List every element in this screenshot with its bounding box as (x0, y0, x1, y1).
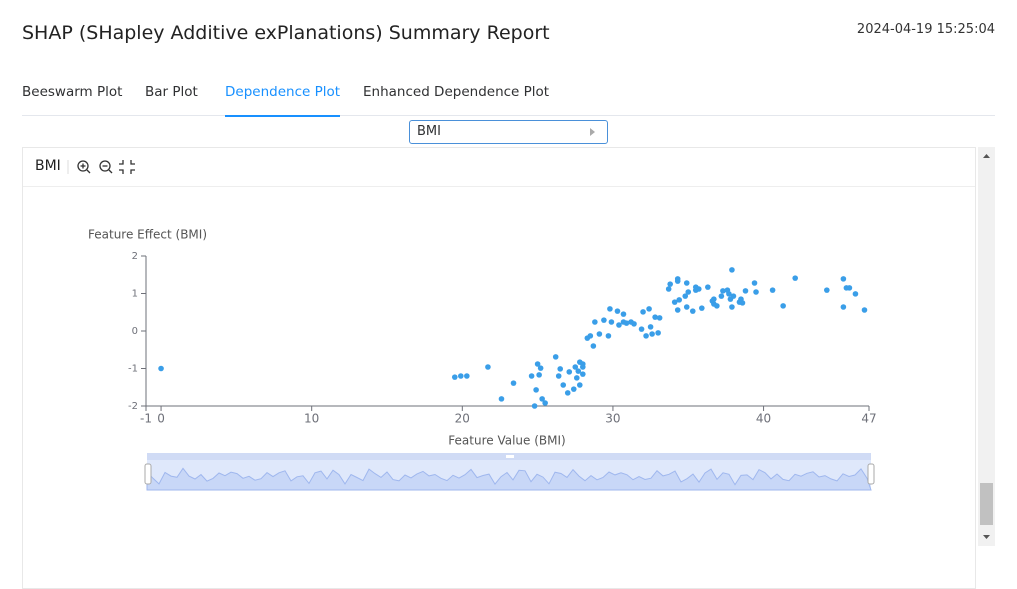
tab[interactable]: Beeswarm Plot (22, 84, 123, 100)
timestamp: 2024-04-19 15:25:04 (856, 22, 995, 37)
scrollbar-graphic (980, 154, 993, 539)
select-value: BMI (417, 124, 441, 139)
page: SHAP (SHapley Additive exPlanations) Sum… (22, 22, 995, 589)
report-title: SHAP (SHapley Additive exPlanations) Sum… (22, 22, 550, 44)
panel-title: BMI (35, 158, 61, 174)
zoom-in[interactable] (77, 160, 91, 174)
tab[interactable]: Bar Plot (145, 84, 198, 100)
toolbar: BMI (23, 148, 975, 187)
select-arrow (590, 128, 595, 136)
tab-bar: Beeswarm Plot Bar Plot Dependence Plot E… (22, 84, 995, 117)
scroll-thumb[interactable] (980, 483, 993, 525)
scroll-up[interactable] (983, 154, 990, 158)
feature-select[interactable]: BMI (409, 120, 608, 144)
toolbar-icons (67, 160, 135, 174)
tab[interactable]: Dependence Plot (225, 84, 341, 117)
panel: BMI (22, 147, 976, 589)
tab[interactable]: Enhanced Dependence Plot (363, 84, 550, 100)
zoom-out[interactable] (99, 160, 113, 174)
scroll-down[interactable] (983, 535, 990, 539)
collapse[interactable] (119, 160, 135, 174)
scrollbar[interactable] (978, 147, 995, 546)
